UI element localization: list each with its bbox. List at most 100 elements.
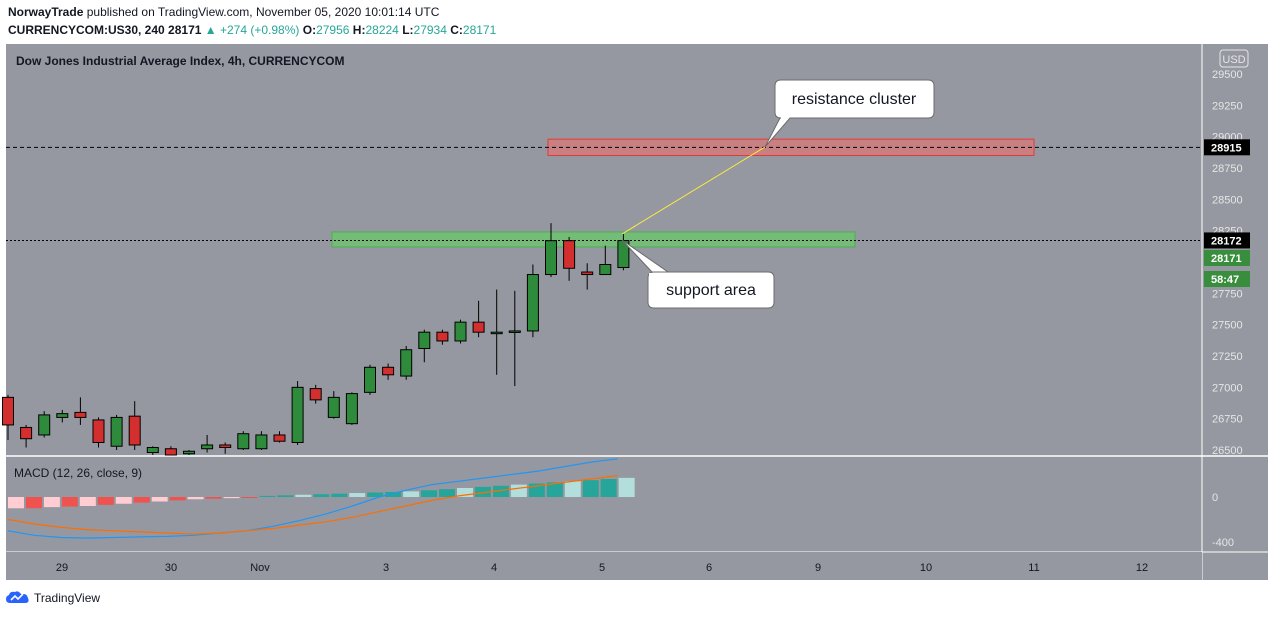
candle [110,414,123,450]
candle [2,394,14,440]
open-label: O: [302,23,317,37]
close-value: 28171 [462,23,497,37]
macd-histogram-bar [492,485,509,497]
high-label: H: [352,23,366,37]
candle [164,446,177,456]
candle [418,329,431,363]
time-axis[interactable]: 29 30 Nov 3 4 5 6 9 10 11 12 [56,562,1148,574]
currency-label: USD [1222,54,1245,66]
macd-histogram-bar [349,493,366,497]
time-tick: 6 [706,562,712,574]
macd-histogram-bar [151,497,168,502]
macd-histogram-bar [439,489,456,497]
price-tick-27250: 27250 [1212,351,1243,363]
macd-histogram-bar [61,497,78,507]
candle [219,442,232,454]
candle [38,411,51,438]
countdown-label: 58:47 [1204,271,1250,287]
price-lines [6,146,1202,241]
support-callout[interactable]: support area [621,239,775,309]
macd-title: MACD (12, 26, close, 9) [14,466,142,480]
candle [183,450,195,455]
price-tick-27750: 27750 [1212,288,1243,300]
ohlc-bar: CURRENCYCOM:US30, 240 28171 ▲ +274 (+0.9… [8,23,496,37]
macd-histogram-bar [421,490,438,497]
candle [92,417,105,448]
macd-histogram-bar [295,494,312,497]
macd-tick-0: 0 [1212,492,1218,504]
candle [201,434,214,453]
price-axis[interactable]: 2950029250290002875028500282502800027750… [1212,69,1243,457]
candle [545,223,557,278]
currency-badge[interactable]: USD [1219,49,1249,68]
tradingview-cloud-icon [6,591,29,603]
price-tick-28500: 28500 [1212,194,1243,206]
candle [563,236,576,281]
candle [74,397,87,425]
macd-histogram-bar [8,497,24,509]
time-tick: 9 [815,562,821,574]
chart-title: Dow Jones Industrial Average Index, 4h, … [16,54,345,68]
candle [327,391,340,419]
time-axis-panel [6,552,1202,580]
macd-histogram-bar [510,484,527,497]
macd-histogram-bar [187,497,204,500]
macd-histogram-bar [79,497,96,506]
time-tick: 11 [1028,562,1039,574]
support-zone[interactable] [331,231,856,248]
candle [128,401,141,450]
candle [526,264,539,338]
time-tick: 30 [165,562,177,574]
price-axis-labels: 28915 28172 28171 58:47 [1204,139,1250,287]
author-name[interactable]: NorwayTrade [8,5,84,19]
resistance-arrow-line[interactable] [621,146,766,235]
macd-histogram-bar [618,477,635,497]
macd-line [7,458,618,539]
last-price-label: 28171 [1204,250,1250,266]
candle [382,363,395,380]
candle [364,364,376,395]
price-axis-panel [1202,44,1268,580]
price-tick-29500: 29500 [1212,69,1243,81]
macd-histogram-bar [241,497,258,498]
macd-histogram-bar [277,495,294,497]
up-arrow-icon: ▲ [204,23,217,37]
candle [237,431,250,450]
candle [345,392,358,425]
published-text: published on TradingView.com, November 0… [86,5,440,19]
time-tick: 4 [491,562,497,574]
time-tick: Nov [250,562,270,574]
macd-histogram-bar [169,497,186,501]
macd-histogram-bar [259,495,276,497]
candle [146,446,159,455]
price-tick-26500: 26500 [1212,445,1243,457]
candle [581,263,594,290]
price-tick-28750: 28750 [1212,163,1243,175]
macd-histogram-bar [546,482,563,497]
candle [400,345,413,380]
time-tick: 3 [383,562,389,574]
svg-text:28171: 28171 [1211,253,1242,265]
close-label: C: [450,23,463,37]
tradingview-brand: TradingView [34,591,101,605]
candle [255,431,268,450]
macd-histogram-bar [43,497,60,508]
macd-histogram-bar [474,486,491,497]
macd-histogram-bar [97,497,114,505]
macd-histogram-bar [205,497,222,499]
price-tick-27000: 27000 [1212,382,1243,394]
tradingview-logo[interactable]: TradingView [6,591,100,605]
symbol-label: CURRENCYCOM:US30, 240 [8,23,165,37]
candle [472,300,485,338]
resistance-callout[interactable]: resistance cluster [764,79,935,148]
candle [291,381,304,445]
macd-histogram-bar [582,480,599,497]
candlestick-series [2,223,630,456]
macd-tick-neg400: -400 [1212,537,1234,549]
time-tick: 10 [920,562,932,574]
price-tick-26750: 26750 [1212,414,1243,426]
svg-text:58:47: 58:47 [1211,274,1239,286]
macd-histogram-bar [600,479,617,497]
time-tick: 12 [1136,562,1148,574]
